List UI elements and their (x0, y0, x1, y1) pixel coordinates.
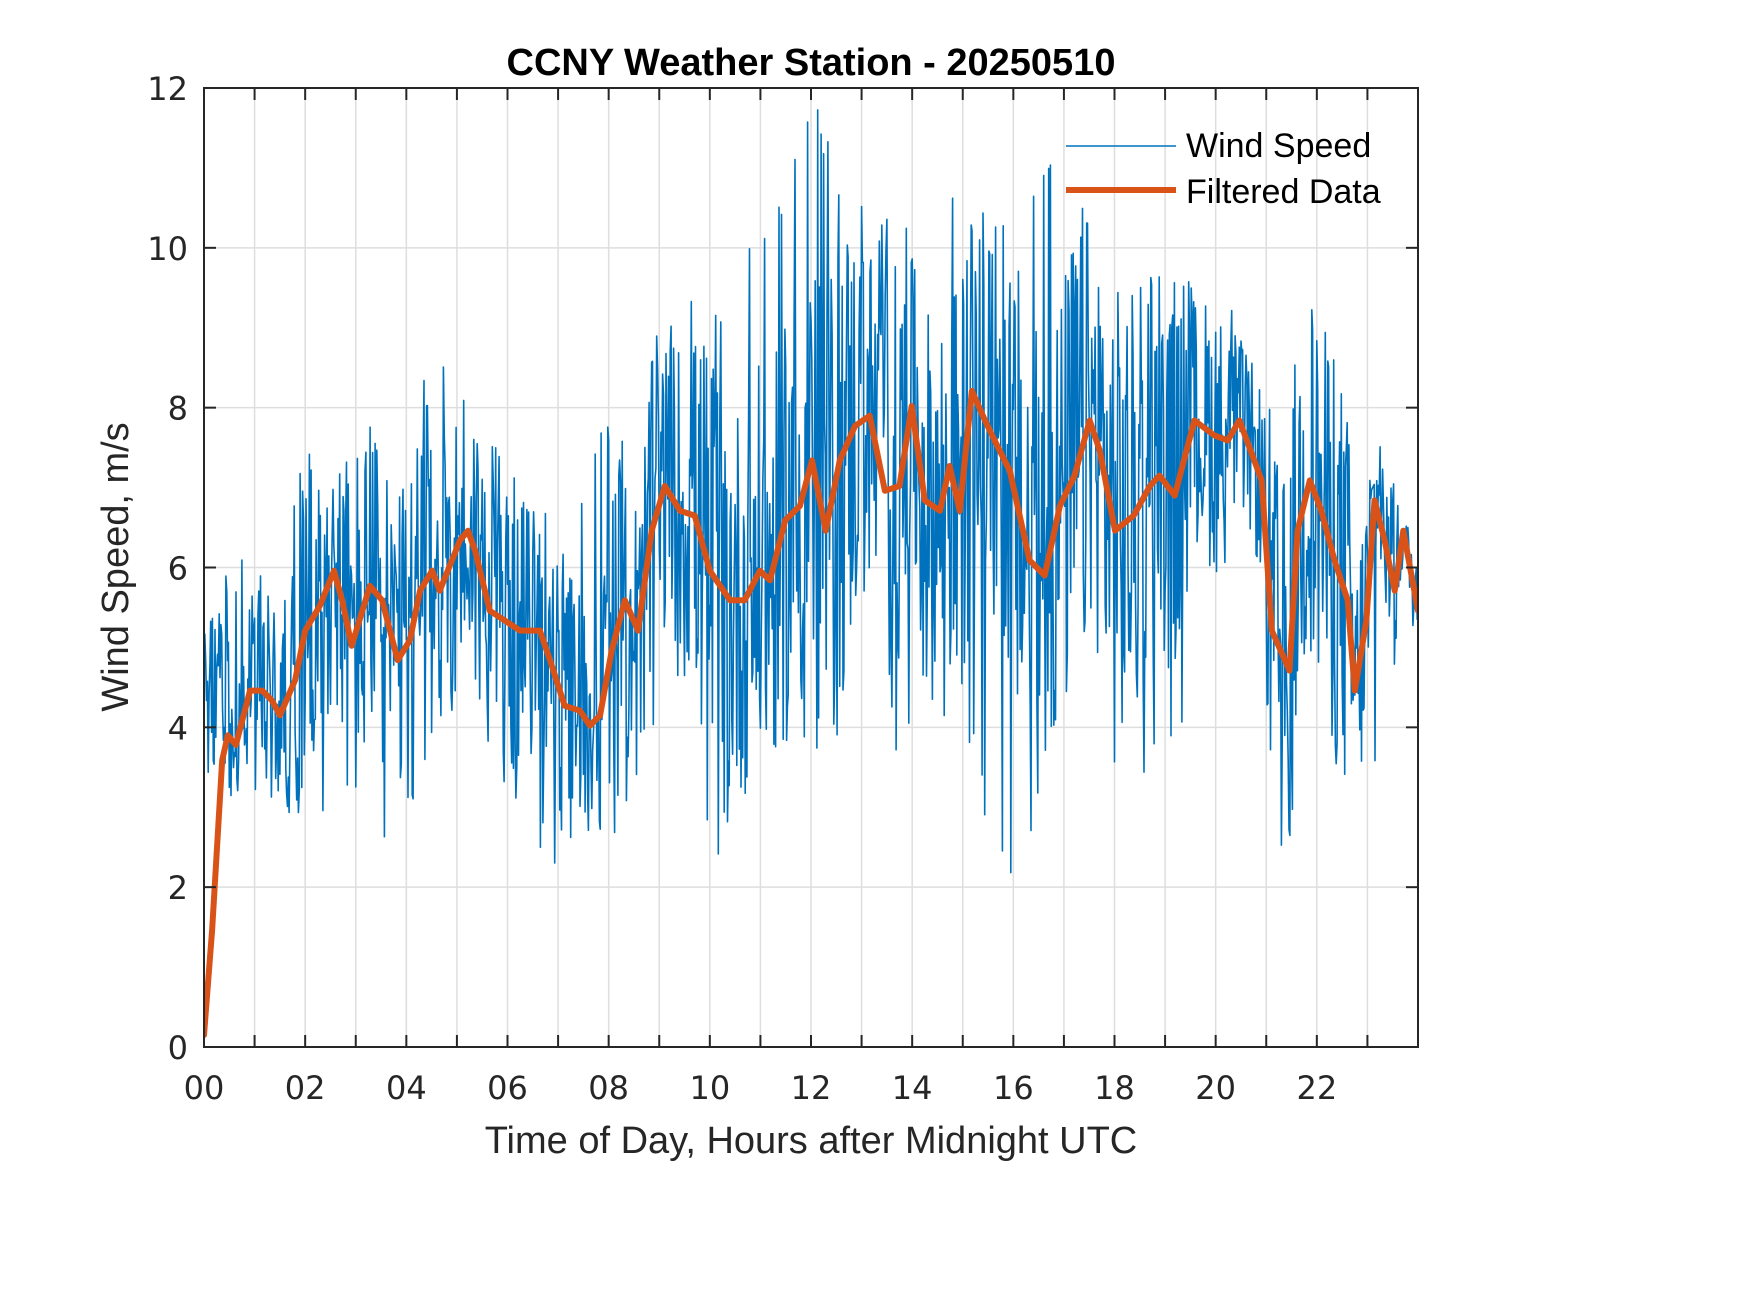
tick-marks (203, 87, 1419, 1048)
x-tick-label: 16 (993, 1069, 1034, 1107)
y-tick-label: 6 (168, 550, 188, 588)
x-tick-label: 00 (184, 1069, 225, 1107)
chart-title: CCNY Weather Station - 20250510 (507, 42, 1116, 84)
legend-label-wind-speed: Wind Speed (1186, 127, 1371, 165)
y-tick-label: 12 (147, 70, 188, 108)
x-tick-label: 18 (1094, 1069, 1135, 1107)
y-tick-label: 0 (168, 1029, 188, 1067)
y-tick-label: 8 (168, 390, 188, 428)
x-tick-label: 08 (588, 1069, 629, 1107)
y-tick-label: 2 (168, 869, 188, 907)
filtered-data-line (204, 387, 1418, 1038)
series-layer (204, 109, 1418, 1038)
x-tick-label: 06 (487, 1069, 528, 1107)
wind-speed-line (204, 109, 1418, 874)
y-axis-label: Wind Speed, m/s (95, 422, 137, 711)
x-axis-label: Time of Day, Hours after Midnight UTC (485, 1120, 1138, 1162)
y-tick-label: 10 (147, 230, 188, 268)
x-tick-label: 22 (1296, 1069, 1337, 1107)
legend-label-filtered-data: Filtered Data (1186, 173, 1381, 211)
x-tick-label: 04 (386, 1069, 427, 1107)
legend: Wind Speed Filtered Data (1066, 127, 1381, 211)
x-tick-label: 02 (285, 1069, 326, 1107)
x-tick-label: 14 (892, 1069, 933, 1107)
x-tick-label: 12 (791, 1069, 832, 1107)
y-tick-label: 4 (168, 709, 188, 747)
x-tick-label: 20 (1195, 1069, 1236, 1107)
x-tick-label: 10 (689, 1069, 730, 1107)
